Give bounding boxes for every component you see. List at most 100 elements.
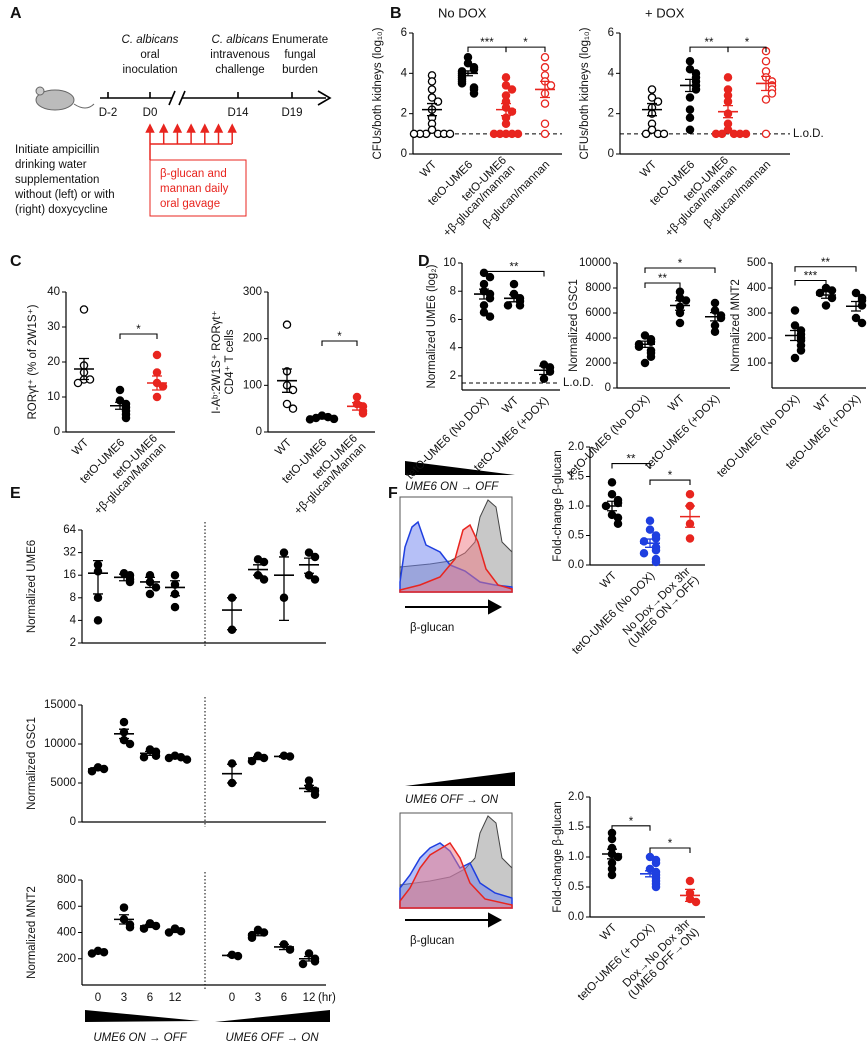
data-point [182, 755, 192, 764]
y-tick-label: 200 [243, 333, 262, 345]
data-point [139, 924, 149, 933]
y-tick-label: 1.5 [568, 471, 584, 483]
data-point [310, 790, 320, 799]
data-point [640, 331, 650, 340]
significance-bracket [483, 270, 545, 277]
timeline-event: challenge [215, 64, 264, 76]
y-tick-label: 4 [70, 614, 77, 626]
sem-bar [170, 580, 180, 597]
data-point [651, 546, 661, 555]
data-point [485, 294, 495, 303]
sem-bar [253, 564, 263, 576]
y-tick-label: 0 [70, 816, 76, 828]
data-point [851, 313, 861, 323]
timeline-day: D19 [281, 107, 302, 119]
significance-label: * [136, 324, 141, 336]
data-point [427, 77, 437, 86]
data-point [152, 350, 162, 360]
protocol-note: supplementation [15, 174, 99, 186]
significance-bracket [649, 847, 691, 853]
significance-label: * [337, 331, 342, 343]
timeline-event: C. albicans [122, 34, 179, 46]
data-point [821, 301, 831, 310]
y-tick-label: 2.0 [568, 441, 584, 453]
lod-label: L.o.D. [793, 128, 824, 140]
y-tick-label: 6 [450, 313, 456, 325]
data-point [685, 93, 695, 102]
sem-bar [152, 375, 162, 391]
sem-bar [93, 766, 103, 772]
y-tick-label: 15000 [44, 699, 76, 711]
data-point [479, 308, 489, 317]
data-point [305, 415, 315, 424]
sem-bar [145, 576, 155, 589]
data-point [607, 870, 617, 880]
data-point [539, 374, 549, 383]
sem-bar [540, 80, 550, 99]
sem-bar [282, 368, 292, 393]
significance-label: *** [480, 37, 494, 49]
y-axis-label: CD4⁺ T cells [224, 329, 236, 394]
y-axis-label: CFUs/both kidneys (log₁₀) [372, 27, 384, 159]
data-point [282, 399, 292, 409]
y-tick-label: 400 [747, 282, 766, 294]
sem-bar [790, 329, 800, 342]
y-tick-label: 20 [47, 356, 60, 368]
y-tick-label: 4 [401, 67, 408, 79]
data-point [767, 89, 777, 98]
treatment-note: β-glucan and [160, 168, 227, 180]
y-tick-label: 10 [443, 257, 456, 269]
data-point [607, 489, 617, 499]
data-point [329, 414, 339, 424]
sem-bar [501, 102, 511, 117]
sem-bar [253, 755, 263, 761]
sem-bar [227, 954, 237, 957]
significance-bracket [649, 479, 691, 486]
sem-bar [710, 311, 720, 322]
y-tick-label: 0.5 [568, 530, 584, 542]
data-point [710, 298, 720, 308]
data-point [259, 557, 269, 567]
data-point [645, 516, 655, 526]
data-point [259, 575, 269, 584]
sem-bar [539, 365, 549, 376]
y-tick-label: 10000 [579, 257, 611, 269]
data-point [711, 129, 721, 139]
data-point [647, 93, 657, 102]
x-tick-label: 0 [95, 992, 101, 1004]
sem-bar [145, 750, 155, 756]
sem-bar [119, 573, 129, 582]
y-tick-label: 0.5 [568, 881, 584, 893]
y-tick-label: 100 [243, 379, 262, 391]
timeline-day: D-2 [99, 107, 118, 119]
significance-label: ** [510, 261, 519, 273]
timeline-event: oral [140, 49, 159, 61]
data-point [358, 409, 368, 418]
data-point [457, 79, 467, 88]
y-tick-label: 400 [57, 927, 76, 939]
data-point [723, 97, 733, 106]
y-tick-label: 1.0 [568, 851, 584, 863]
data-point [73, 378, 83, 388]
data-point [639, 548, 649, 558]
gavage-arrow [186, 123, 196, 144]
flow-title: UME6 OFF → ON [405, 794, 499, 806]
y-tick-label: 300 [243, 286, 262, 298]
y-axis-label: Normalized UME6 [26, 540, 38, 633]
data-point [540, 52, 550, 62]
y-tick-label: 500 [747, 257, 766, 269]
data-point [152, 392, 162, 402]
data-point [463, 59, 473, 68]
data-point [469, 65, 479, 74]
y-tick-label: 2 [608, 108, 614, 120]
y-axis-label: Normalized UME6 (log₂) [426, 264, 438, 388]
gavage-arrow [213, 123, 224, 144]
y-tick-label: 6000 [585, 307, 611, 319]
y-axis-label: Normalized MNT2 [730, 279, 742, 372]
protocol-note: Initiate ampicillin [15, 144, 99, 156]
sem-bar [227, 597, 237, 631]
timeline-event: inoculation [123, 64, 178, 76]
y-tick-label: 0 [608, 148, 614, 160]
sem-bar [119, 728, 129, 740]
